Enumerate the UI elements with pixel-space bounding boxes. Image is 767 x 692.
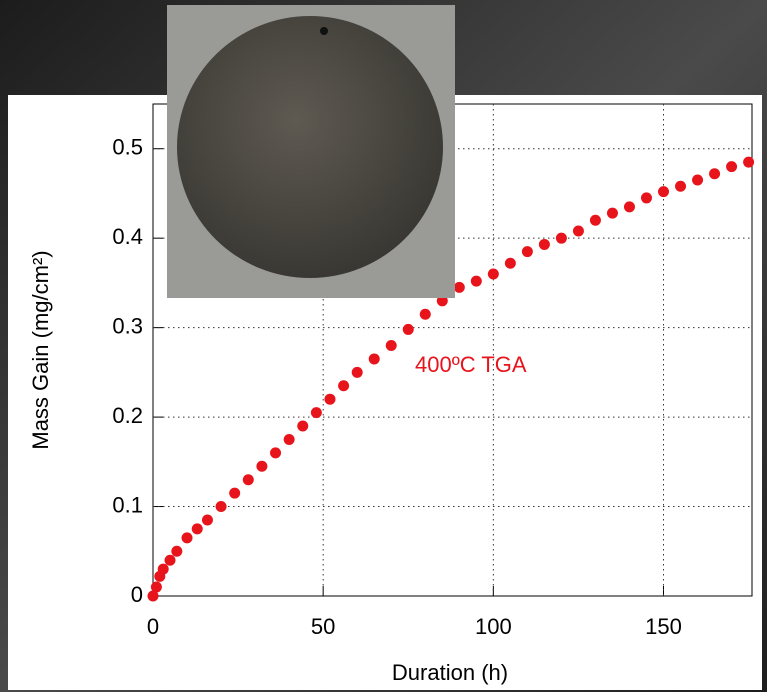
data-point <box>589 214 601 226</box>
data-point <box>419 308 431 320</box>
data-point <box>487 268 499 280</box>
data-point <box>743 156 755 168</box>
data-point <box>623 201 635 213</box>
data-point <box>453 281 465 293</box>
data-point <box>324 393 336 405</box>
data-point <box>555 232 567 244</box>
data-point <box>351 366 363 378</box>
y-tick-label: 0.2 <box>112 403 143 428</box>
data-point <box>504 257 516 269</box>
data-point <box>709 168 721 180</box>
data-point <box>256 460 268 472</box>
data-point <box>150 581 162 593</box>
x-axis-label: Duration (h) <box>392 660 508 685</box>
x-tick-label: 0 <box>147 614 159 639</box>
data-point <box>606 207 618 219</box>
y-tick-label: 0 <box>131 582 143 607</box>
data-point <box>164 554 176 566</box>
data-point <box>692 174 704 186</box>
annotation: 400ºC TGA <box>415 352 527 377</box>
data-point <box>297 420 309 432</box>
data-point <box>157 563 169 575</box>
data-point <box>402 323 414 335</box>
disc-hole <box>320 27 328 35</box>
data-point <box>270 447 282 459</box>
data-point <box>191 523 203 535</box>
data-point <box>283 433 295 445</box>
y-tick-label: 0.3 <box>112 313 143 338</box>
data-point <box>572 225 584 237</box>
x-tick-label: 50 <box>311 614 335 639</box>
data-point <box>385 340 397 352</box>
data-point <box>215 501 227 513</box>
x-tick-label: 150 <box>645 614 682 639</box>
data-point <box>538 238 550 250</box>
data-point <box>658 186 670 198</box>
data-point <box>675 180 687 192</box>
data-point <box>242 474 254 486</box>
data-point <box>338 380 350 392</box>
data-point <box>640 192 652 204</box>
data-point <box>229 487 241 499</box>
data-point <box>181 532 193 544</box>
data-point <box>368 353 380 365</box>
y-tick-label: 0.5 <box>112 135 143 160</box>
data-point <box>171 545 183 557</box>
sample-disc <box>177 16 443 278</box>
data-point <box>310 407 322 419</box>
x-tick-label: 100 <box>475 614 512 639</box>
y-tick-label: 0.4 <box>112 224 143 249</box>
data-point <box>436 295 448 307</box>
data-point <box>726 161 738 173</box>
data-point <box>201 514 213 526</box>
data-point <box>147 590 159 602</box>
y-tick-label: 0.1 <box>112 492 143 517</box>
y-axis-label: Mass Gain (mg/cm²) <box>28 250 53 449</box>
data-point <box>470 275 482 287</box>
data-point <box>521 246 533 258</box>
